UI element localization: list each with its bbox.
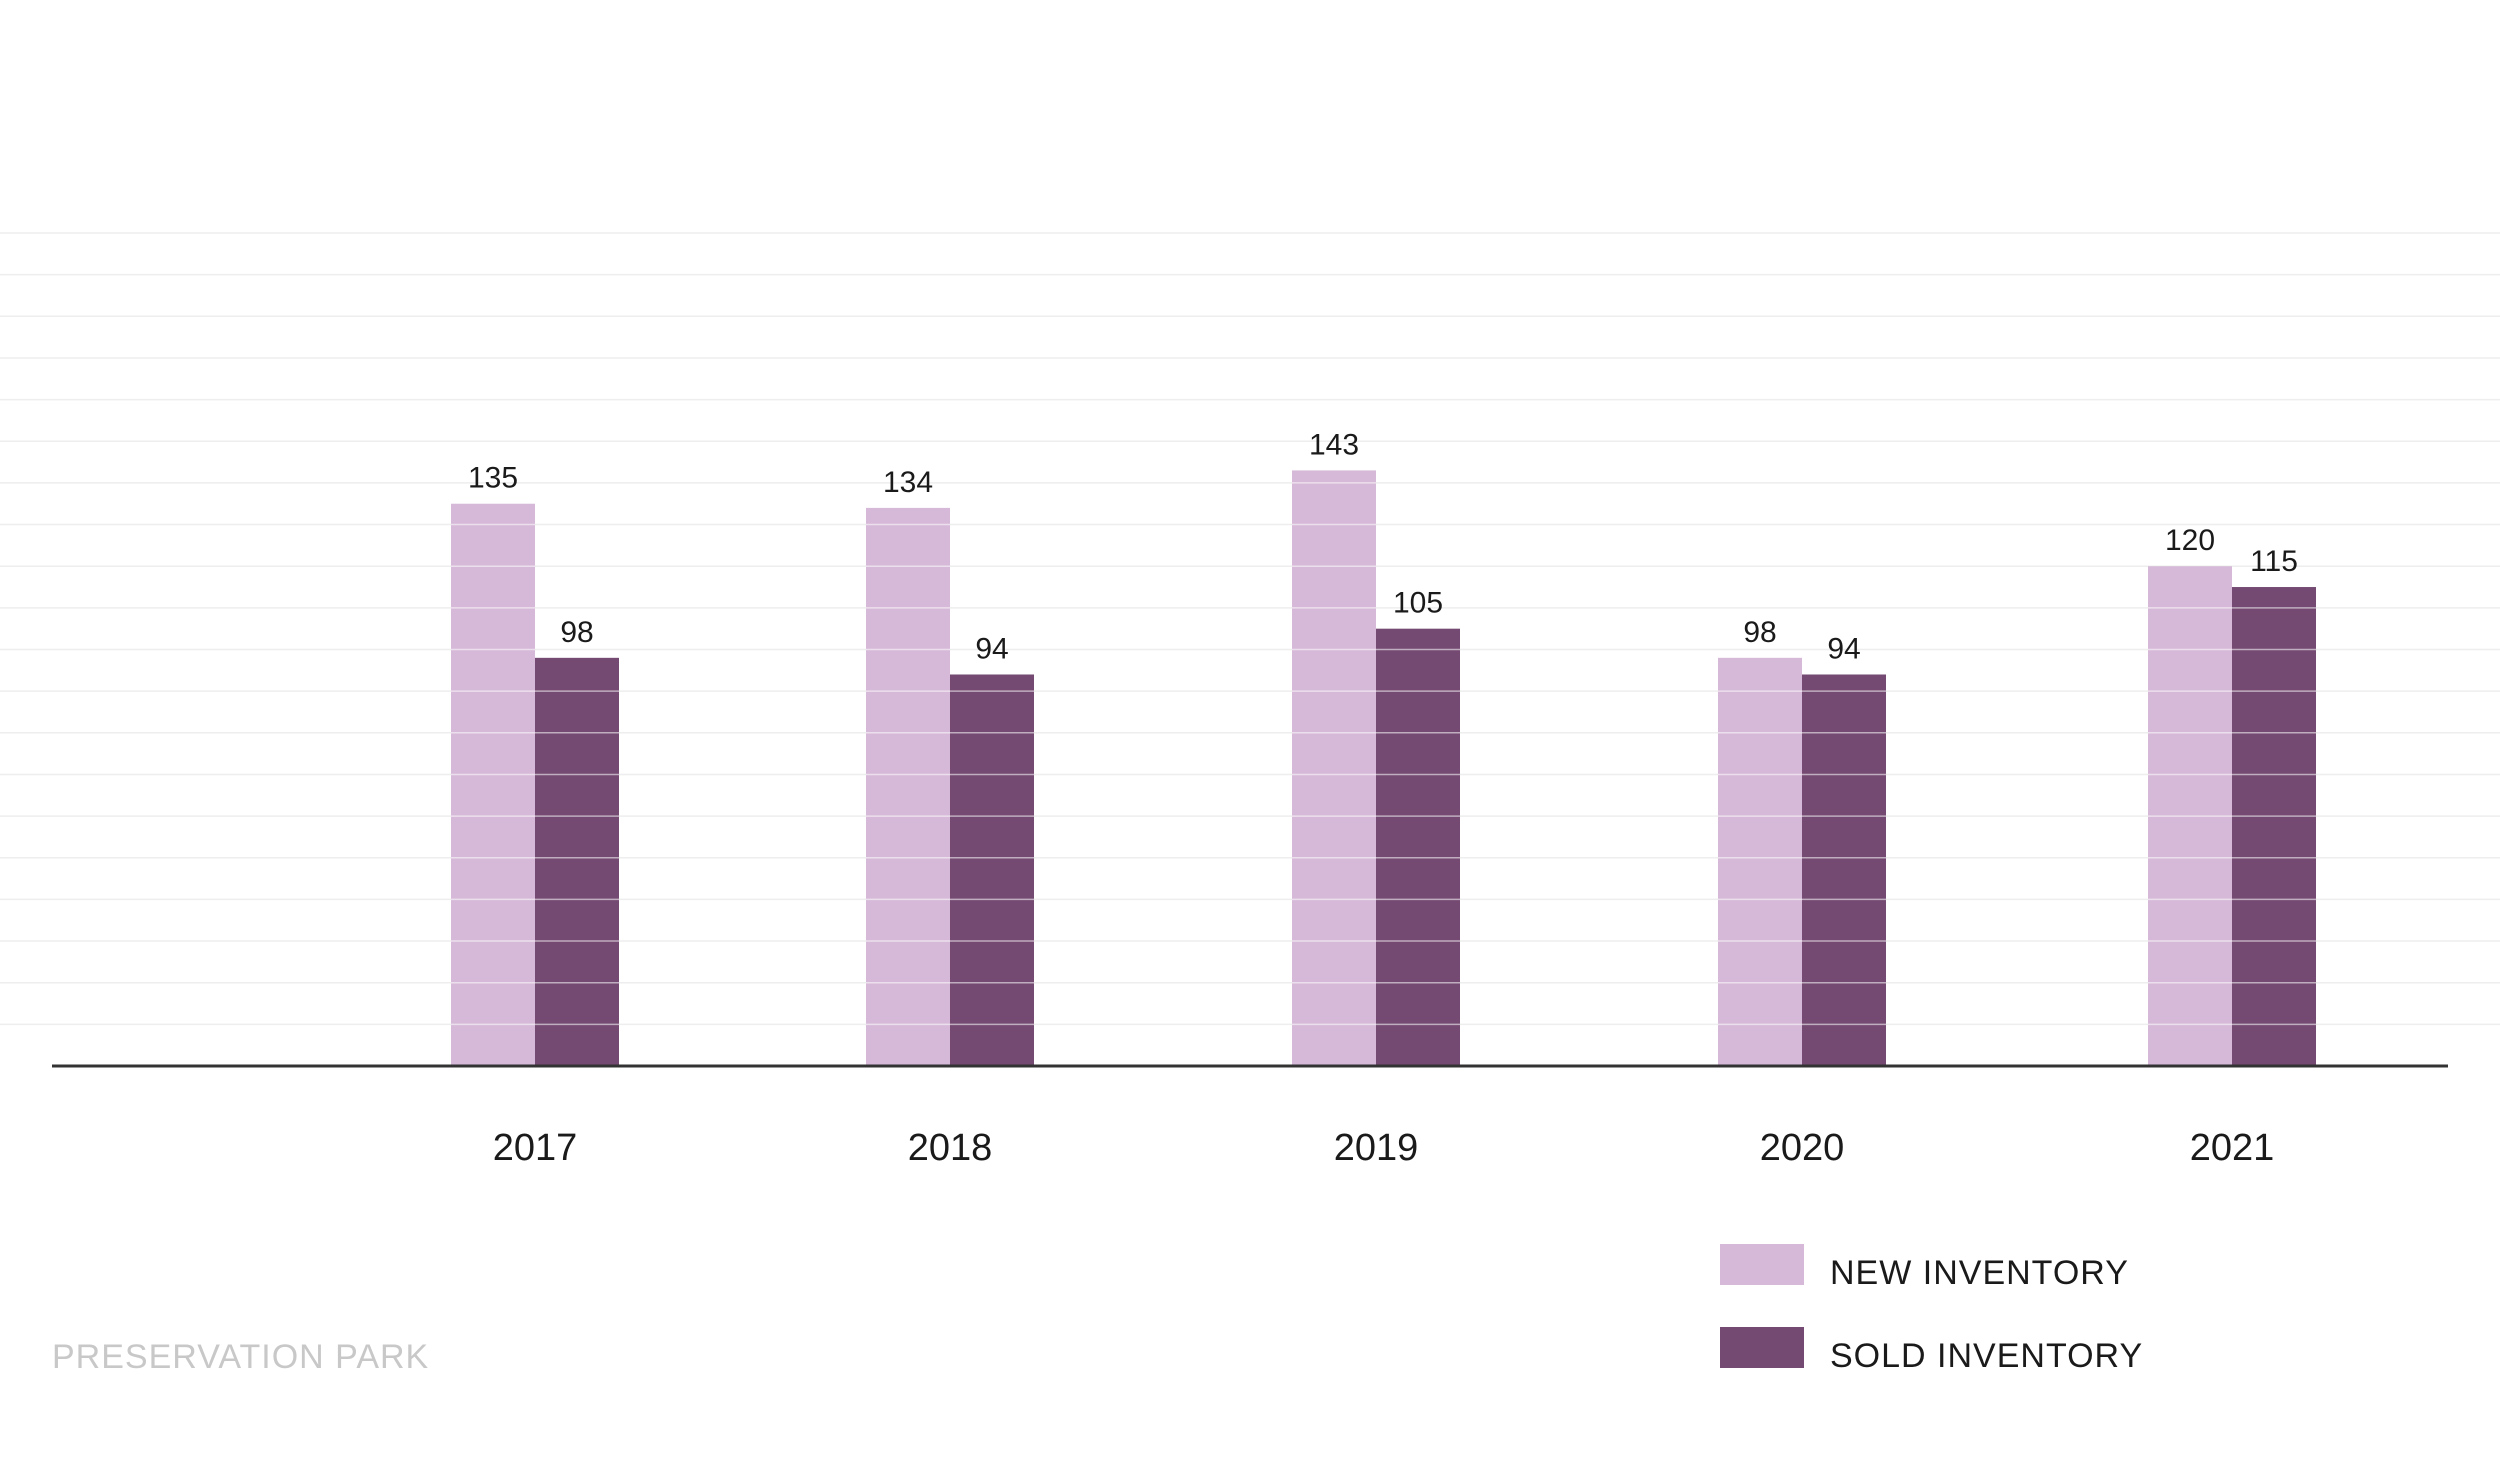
data-label-sold-inventory-2019: 105 (1393, 587, 1443, 620)
footer-brand: PRESERVATION PARK (52, 1338, 429, 1376)
bar-new-inventory-2017 (451, 503, 535, 1067)
bar-sold-inventory-2018 (950, 674, 1034, 1066)
data-labels: 135 98 134 94 143 105 98 94 120 115 (468, 428, 2298, 665)
gridlines (0, 232, 2500, 1026)
data-label-new-inventory-2020: 98 (1743, 616, 1776, 649)
legend-label-sold-inventory: SOLD INVENTORY (1830, 1337, 2143, 1375)
data-label-sold-inventory-2017: 98 (560, 616, 593, 649)
data-label-new-inventory-2019: 143 (1309, 428, 1359, 461)
category-label-2020: 2020 (1760, 1127, 1845, 1169)
bar-new-inventory-2019 (1292, 470, 1376, 1066)
bar-new-inventory-2018 (866, 507, 950, 1066)
data-label-new-inventory-2017: 135 (468, 462, 518, 495)
legend-swatch-new-inventory (1720, 1244, 1804, 1285)
data-label-sold-inventory-2018: 94 (975, 632, 1008, 665)
legend-swatch-sold-inventory (1720, 1327, 1804, 1368)
bar-sold-inventory-2019 (1376, 628, 1460, 1066)
legend-label-new-inventory: NEW INVENTORY (1830, 1254, 2129, 1292)
bar-sold-inventory-2021 (2232, 587, 2316, 1066)
bar-new-inventory-2020 (1718, 657, 1802, 1066)
legend: NEW INVENTORY SOLD INVENTORY (1720, 1244, 2143, 1375)
category-label-2021: 2021 (2190, 1127, 2275, 1169)
data-label-sold-inventory-2021: 115 (2250, 545, 2298, 578)
data-label-new-inventory-2018: 134 (883, 466, 933, 499)
category-label-2017: 2017 (493, 1127, 578, 1169)
category-labels: 2017 2018 2019 2020 2021 (493, 1127, 2275, 1169)
bars (451, 470, 2316, 1067)
category-label-2018: 2018 (908, 1127, 993, 1169)
data-label-sold-inventory-2020: 94 (1827, 632, 1860, 665)
bar-sold-inventory-2017 (535, 657, 619, 1066)
data-label-new-inventory-2021: 120 (2165, 524, 2215, 557)
bar-sold-inventory-2020 (1802, 674, 1886, 1066)
category-label-2019: 2019 (1334, 1127, 1419, 1169)
bar-grid-overlay (451, 482, 2316, 1026)
